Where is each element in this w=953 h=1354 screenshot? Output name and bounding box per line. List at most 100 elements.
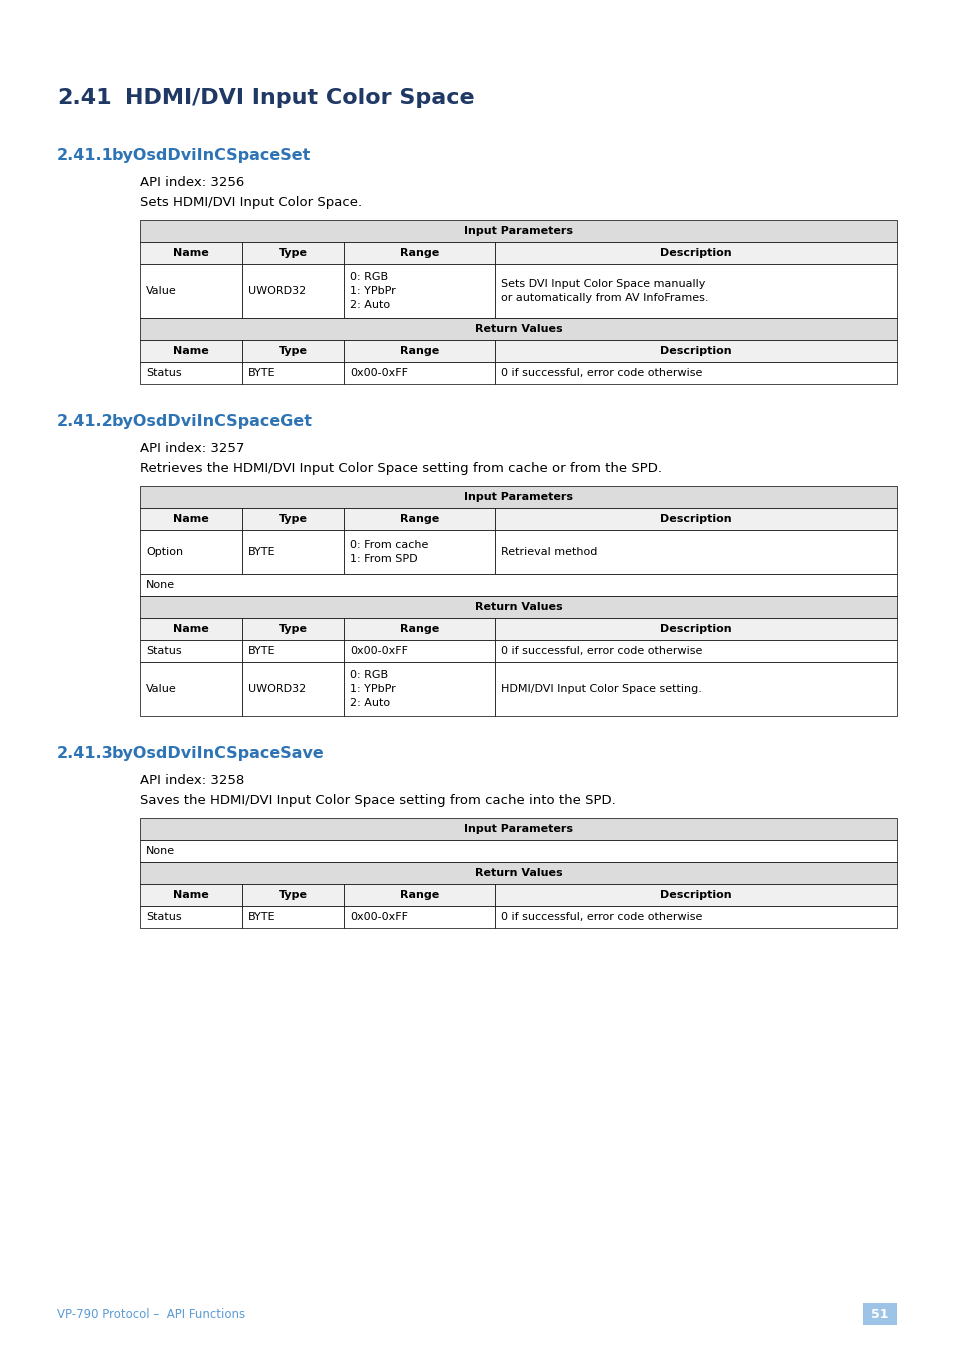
Text: byOsdDviInCSpaceSet: byOsdDviInCSpaceSet — [112, 148, 311, 162]
Text: 0: RGB: 0: RGB — [350, 670, 388, 680]
Text: API index: 3258: API index: 3258 — [140, 774, 244, 787]
Bar — [140, 318, 896, 340]
Bar — [140, 662, 242, 716]
Bar — [344, 529, 495, 574]
Text: None: None — [146, 580, 175, 590]
Text: Name: Name — [172, 347, 209, 356]
Text: 2: Auto: 2: Auto — [350, 699, 390, 708]
Text: Option: Option — [146, 547, 183, 556]
Bar — [862, 1303, 896, 1326]
Bar — [344, 884, 495, 906]
Bar — [140, 884, 242, 906]
Bar — [140, 617, 242, 640]
Bar — [140, 219, 896, 242]
Text: 0 if successful, error code otherwise: 0 if successful, error code otherwise — [500, 913, 701, 922]
Text: Name: Name — [172, 248, 209, 259]
Text: API index: 3257: API index: 3257 — [140, 441, 244, 455]
Text: Return Values: Return Values — [475, 603, 561, 612]
Bar — [140, 574, 896, 596]
Text: BYTE: BYTE — [248, 368, 275, 378]
Text: VP-790 Protocol –  API Functions: VP-790 Protocol – API Functions — [57, 1308, 245, 1320]
Text: Value: Value — [146, 286, 176, 297]
Text: Range: Range — [399, 515, 438, 524]
Text: 0 if successful, error code otherwise: 0 if successful, error code otherwise — [500, 368, 701, 378]
Bar — [242, 340, 344, 362]
Text: Name: Name — [172, 890, 209, 900]
Bar — [140, 640, 242, 662]
Text: Range: Range — [399, 248, 438, 259]
Text: Description: Description — [659, 624, 731, 634]
Bar — [242, 529, 344, 574]
Text: Name: Name — [172, 515, 209, 524]
Text: Input Parameters: Input Parameters — [463, 825, 573, 834]
Bar — [495, 617, 896, 640]
Text: or automatically from AV InfoFrames.: or automatically from AV InfoFrames. — [500, 292, 708, 303]
Text: Input Parameters: Input Parameters — [463, 492, 573, 502]
Text: 0 if successful, error code otherwise: 0 if successful, error code otherwise — [500, 646, 701, 655]
Bar — [344, 617, 495, 640]
Text: 0x00-0xFF: 0x00-0xFF — [350, 913, 408, 922]
Text: Status: Status — [146, 646, 181, 655]
Text: Saves the HDMI/DVI Input Color Space setting from cache into the SPD.: Saves the HDMI/DVI Input Color Space set… — [140, 793, 615, 807]
Text: Description: Description — [659, 890, 731, 900]
Text: Type: Type — [278, 347, 307, 356]
Text: Description: Description — [659, 248, 731, 259]
Bar — [140, 529, 242, 574]
Text: BYTE: BYTE — [248, 646, 275, 655]
Bar — [344, 508, 495, 529]
Bar — [495, 340, 896, 362]
Bar — [140, 362, 242, 385]
Text: 0x00-0xFF: 0x00-0xFF — [350, 368, 408, 378]
Bar — [495, 529, 896, 574]
Text: Name: Name — [172, 624, 209, 634]
Bar — [495, 884, 896, 906]
Text: 1: YPbPr: 1: YPbPr — [350, 684, 395, 695]
Text: HDMI/DVI Input Color Space setting.: HDMI/DVI Input Color Space setting. — [500, 684, 701, 695]
Bar — [495, 508, 896, 529]
Bar — [344, 340, 495, 362]
Text: Type: Type — [278, 515, 307, 524]
Bar — [344, 242, 495, 264]
Text: Type: Type — [278, 248, 307, 259]
Text: Status: Status — [146, 913, 181, 922]
Text: HDMI/DVI Input Color Space: HDMI/DVI Input Color Space — [125, 88, 475, 108]
Bar — [242, 242, 344, 264]
Text: 1: YPbPr: 1: YPbPr — [350, 286, 395, 297]
Text: Description: Description — [659, 515, 731, 524]
Bar — [140, 486, 896, 508]
Text: byOsdDviInCSpaceSave: byOsdDviInCSpaceSave — [112, 746, 324, 761]
Text: 2.41.3: 2.41.3 — [57, 746, 113, 761]
Text: None: None — [146, 846, 175, 856]
Bar — [495, 362, 896, 385]
Text: 0: From cache: 0: From cache — [350, 540, 428, 550]
Text: Return Values: Return Values — [475, 324, 561, 334]
Bar — [140, 508, 242, 529]
Bar — [242, 362, 344, 385]
Text: Value: Value — [146, 684, 176, 695]
Bar — [495, 264, 896, 318]
Text: Range: Range — [399, 624, 438, 634]
Bar — [140, 596, 896, 617]
Text: 0: RGB: 0: RGB — [350, 272, 388, 282]
Text: Type: Type — [278, 890, 307, 900]
Bar — [242, 640, 344, 662]
Text: BYTE: BYTE — [248, 547, 275, 556]
Text: UWORD32: UWORD32 — [248, 286, 306, 297]
Bar — [495, 662, 896, 716]
Bar — [140, 242, 242, 264]
Text: Sets DVI Input Color Space manually: Sets DVI Input Color Space manually — [500, 279, 704, 288]
Text: byOsdDviInCSpaceGet: byOsdDviInCSpaceGet — [112, 414, 313, 429]
Bar — [344, 362, 495, 385]
Text: Sets HDMI/DVI Input Color Space.: Sets HDMI/DVI Input Color Space. — [140, 196, 362, 209]
Text: 51: 51 — [870, 1308, 888, 1320]
Bar — [140, 906, 242, 927]
Text: Description: Description — [659, 347, 731, 356]
Bar — [140, 340, 242, 362]
Text: Retrieves the HDMI/DVI Input Color Space setting from cache or from the SPD.: Retrieves the HDMI/DVI Input Color Space… — [140, 462, 661, 475]
Bar — [344, 264, 495, 318]
Text: Return Values: Return Values — [475, 868, 561, 877]
Bar — [242, 264, 344, 318]
Bar — [242, 617, 344, 640]
Bar — [495, 242, 896, 264]
Bar — [140, 862, 896, 884]
